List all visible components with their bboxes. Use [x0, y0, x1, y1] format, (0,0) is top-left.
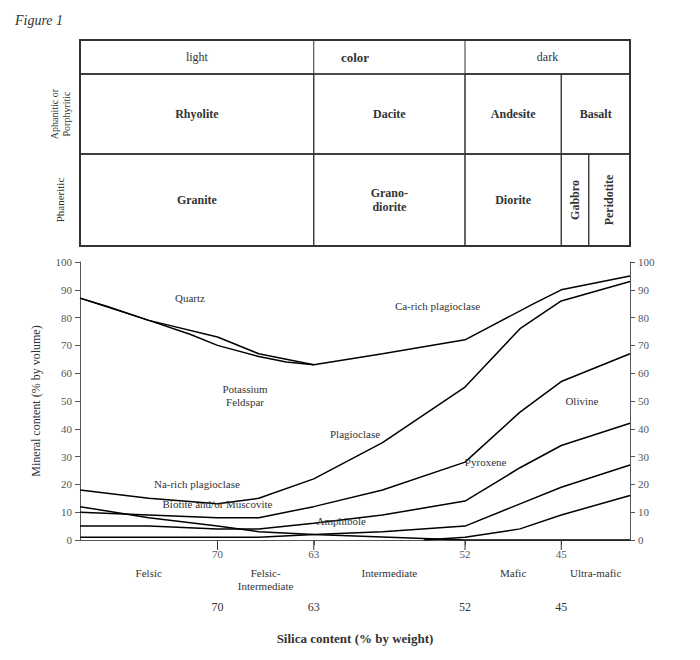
svg-text:30: 30: [61, 451, 73, 463]
svg-text:52: 52: [459, 600, 471, 614]
svg-text:Granite: Granite: [177, 193, 218, 207]
svg-text:Ca-rich plagioclase: Ca-rich plagioclase: [395, 300, 480, 312]
svg-text:20: 20: [61, 478, 73, 490]
svg-text:10: 10: [638, 506, 650, 518]
svg-text:Dacite: Dacite: [373, 107, 406, 121]
svg-text:Amphibole: Amphibole: [317, 515, 367, 527]
svg-text:30: 30: [638, 451, 650, 463]
svg-text:80: 80: [61, 312, 73, 324]
svg-text:45: 45: [555, 547, 567, 560]
svg-text:Diorite: Diorite: [495, 193, 532, 207]
svg-text:20: 20: [638, 478, 650, 490]
svg-text:Na-rich plagioclase: Na-rich plagioclase: [154, 478, 240, 490]
svg-text:60: 60: [638, 367, 650, 379]
svg-text:Pyroxene: Pyroxene: [465, 456, 507, 468]
svg-text:Felsic-: Felsic-: [251, 567, 281, 579]
svg-text:Intermediate: Intermediate: [362, 567, 418, 579]
svg-text:Aphanitic or: Aphanitic or: [49, 88, 60, 139]
svg-text:light: light: [186, 50, 209, 64]
svg-text:Phaneritic: Phaneritic: [54, 178, 66, 223]
svg-text:90: 90: [61, 284, 73, 296]
svg-text:Andesite: Andesite: [491, 107, 536, 121]
svg-text:Feldspar: Feldspar: [226, 396, 264, 408]
svg-text:color: color: [341, 50, 369, 65]
svg-text:Silica content (% by weight): Silica content (% by weight): [277, 631, 434, 646]
svg-text:70: 70: [212, 600, 224, 614]
svg-text:40: 40: [61, 423, 73, 435]
svg-text:Gabbro: Gabbro: [568, 180, 582, 220]
svg-text:50: 50: [638, 395, 650, 407]
svg-text:Felsic: Felsic: [136, 567, 162, 579]
svg-text:Peridotite: Peridotite: [602, 174, 616, 225]
svg-text:63: 63: [308, 600, 320, 614]
svg-text:diorite: diorite: [372, 200, 407, 214]
svg-text:0: 0: [67, 534, 73, 546]
svg-text:40: 40: [638, 423, 650, 435]
svg-text:52: 52: [459, 547, 471, 560]
svg-text:45: 45: [555, 600, 567, 614]
svg-text:Potassium: Potassium: [222, 383, 268, 395]
svg-text:70: 70: [212, 547, 223, 560]
svg-text:70: 70: [61, 339, 73, 351]
svg-text:0: 0: [638, 534, 644, 546]
svg-text:90: 90: [638, 284, 650, 296]
svg-text:Ultra-mafic: Ultra-mafic: [570, 567, 621, 579]
svg-text:Mineral content (% by volume): Mineral content (% by volume): [29, 325, 43, 476]
svg-text:Intermediate: Intermediate: [238, 580, 294, 592]
svg-text:63: 63: [308, 547, 320, 560]
svg-text:60: 60: [61, 367, 73, 379]
svg-text:Mafic: Mafic: [500, 567, 526, 579]
svg-text:Quartz: Quartz: [175, 292, 205, 304]
svg-text:Biotite and/or Muscovite: Biotite and/or Muscovite: [163, 498, 273, 510]
svg-text:100: 100: [56, 256, 73, 268]
svg-text:70: 70: [638, 339, 650, 351]
svg-text:Figure 1: Figure 1: [14, 13, 63, 28]
svg-text:Porphyritic: Porphyritic: [61, 91, 72, 137]
svg-text:Basalt: Basalt: [580, 107, 612, 121]
svg-text:10: 10: [61, 506, 73, 518]
svg-text:dark: dark: [537, 50, 558, 64]
svg-text:100: 100: [638, 256, 655, 268]
svg-text:Olivine: Olivine: [565, 395, 598, 407]
svg-text:Plagioclase: Plagioclase: [330, 428, 380, 440]
svg-text:50: 50: [61, 395, 73, 407]
svg-text:Grano-: Grano-: [371, 186, 408, 200]
svg-text:Rhyolite: Rhyolite: [175, 107, 219, 121]
svg-text:80: 80: [638, 312, 650, 324]
